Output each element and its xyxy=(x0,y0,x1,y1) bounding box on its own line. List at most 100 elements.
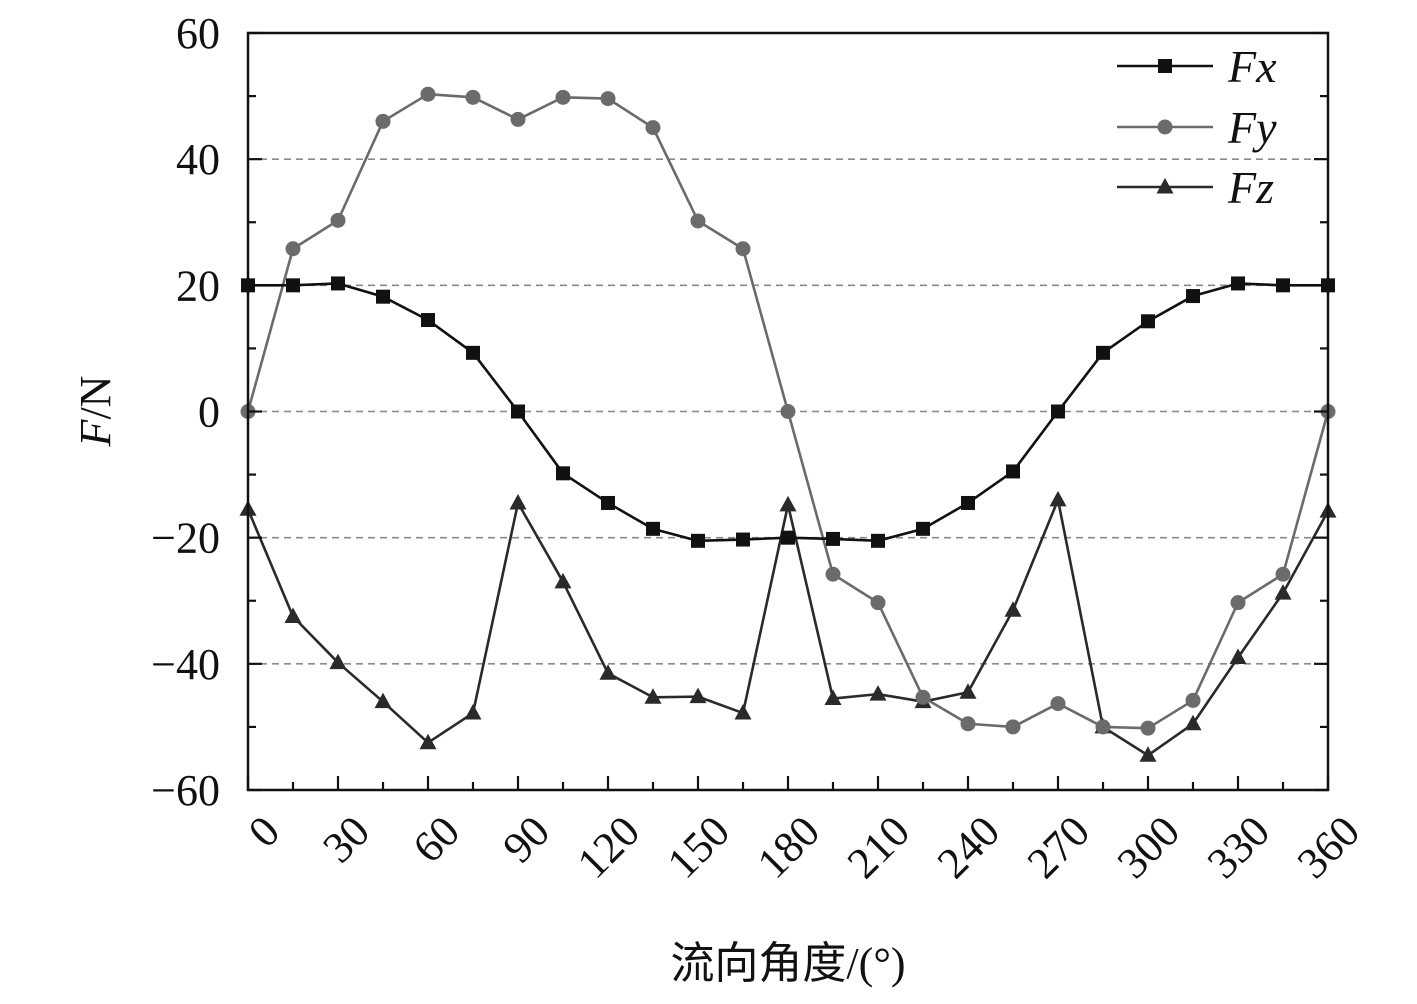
data-point-fy xyxy=(645,120,661,136)
data-point-fx xyxy=(1006,464,1020,479)
legend: Fx Fy Fz xyxy=(1117,41,1277,213)
data-point-fz xyxy=(419,733,437,750)
data-point-fx xyxy=(871,533,885,548)
data-point-fz xyxy=(329,653,347,670)
data-point-fx xyxy=(1186,289,1200,304)
data-point-fy xyxy=(735,241,751,257)
y-tick-label: 40 xyxy=(176,135,220,184)
y-tick-label: 0 xyxy=(198,388,220,437)
legend-entry-fy: Fy xyxy=(1117,102,1277,153)
legend-marker-fx xyxy=(1158,59,1172,73)
x-tick-label: 270 xyxy=(1018,806,1099,887)
legend-label-fx: Fx xyxy=(1227,41,1277,92)
data-point-fx xyxy=(286,278,300,293)
legend-entry-fz: Fz xyxy=(1117,162,1274,213)
data-point-fx xyxy=(961,495,975,510)
data-point-fy xyxy=(375,113,391,129)
data-point-fz xyxy=(1139,746,1157,762)
legend-marker-fz xyxy=(1156,178,1174,194)
data-point-fx xyxy=(1051,404,1065,419)
data-point-fz xyxy=(554,572,572,589)
y-tick-label: 60 xyxy=(176,9,220,58)
data-point-fx xyxy=(421,313,435,328)
data-point-fy xyxy=(285,241,301,257)
legend-label-fy: Fy xyxy=(1227,102,1277,153)
y-tick-label: −60 xyxy=(151,766,220,815)
data-point-fx xyxy=(601,495,615,510)
data-point-fy xyxy=(600,91,616,107)
data-point-fx xyxy=(556,466,570,481)
x-tick-label: 180 xyxy=(748,806,829,887)
data-point-fy xyxy=(780,404,796,419)
data-point-fy xyxy=(1275,566,1291,582)
data-point-fy xyxy=(330,212,346,228)
data-point-fz xyxy=(644,688,662,704)
data-point-fz xyxy=(734,704,752,720)
data-point-fx xyxy=(1096,345,1110,360)
data-point-fy xyxy=(960,716,976,732)
x-tick-labels: 0 30 60 90 120 150 180 210 240 270 300 330 360 xyxy=(239,806,1369,887)
data-point-fz xyxy=(599,664,617,680)
data-point-fz xyxy=(1229,648,1247,665)
x-tick-label: 60 xyxy=(403,806,469,872)
data-point-fx xyxy=(1231,276,1245,291)
data-point-fx xyxy=(1141,314,1155,329)
series-fy xyxy=(240,86,1336,736)
data-point-fy xyxy=(1095,719,1111,735)
data-point-fy xyxy=(1005,719,1021,735)
data-point-fy xyxy=(1185,692,1201,708)
x-tick-label: 240 xyxy=(928,806,1009,887)
y-axis-title-unit: /N xyxy=(71,376,120,420)
x-tick-label: 360 xyxy=(1288,806,1369,887)
axis-ticks xyxy=(246,31,1330,792)
data-point-fz xyxy=(509,493,527,510)
data-point-fy xyxy=(1050,696,1066,712)
data-point-fz xyxy=(869,685,887,701)
data-point-fy xyxy=(825,566,841,582)
data-point-fy xyxy=(420,86,436,102)
data-point-fy xyxy=(1230,595,1246,611)
data-point-fy xyxy=(690,213,706,229)
data-point-fx xyxy=(376,289,390,304)
y-tick-labels: 60 40 20 0 −20 −40 −60 xyxy=(151,9,220,815)
data-point-fx xyxy=(781,530,795,545)
data-point-fz xyxy=(824,689,842,706)
data-point-fz xyxy=(1049,490,1067,507)
legend-entry-fx: Fx xyxy=(1117,41,1277,92)
data-point-fz xyxy=(1274,584,1292,600)
data-point-fy xyxy=(915,689,931,705)
series-layer xyxy=(239,86,1337,762)
x-tick-label: 120 xyxy=(568,806,649,887)
data-point-fx xyxy=(1276,278,1290,293)
data-point-fx xyxy=(691,533,705,548)
data-point-fz xyxy=(959,683,977,699)
x-tick-label: 150 xyxy=(658,806,739,887)
data-point-fx xyxy=(511,404,525,419)
data-point-fx xyxy=(736,532,750,547)
data-point-fy xyxy=(465,89,481,105)
data-point-fz xyxy=(779,495,797,512)
data-point-fy xyxy=(555,89,571,105)
y-tick-label: 20 xyxy=(176,261,220,310)
x-tick-label: 0 xyxy=(239,806,289,856)
data-point-fz xyxy=(374,692,392,709)
data-point-fy xyxy=(510,111,526,127)
data-point-fz xyxy=(1004,601,1022,617)
data-point-fx xyxy=(466,345,480,360)
data-point-fx xyxy=(646,521,660,536)
data-point-fx xyxy=(331,276,345,291)
x-tick-label: 30 xyxy=(313,806,379,872)
data-point-fx xyxy=(916,521,930,536)
y-tick-label: −20 xyxy=(151,514,220,563)
x-tick-label: 90 xyxy=(493,806,559,872)
data-point-fy xyxy=(1140,720,1156,736)
data-point-fx xyxy=(826,531,840,546)
data-point-fz xyxy=(464,704,482,720)
data-point-fz xyxy=(284,607,302,624)
data-point-fy xyxy=(870,595,886,611)
legend-marker-fy xyxy=(1157,119,1173,135)
x-tick-label: 300 xyxy=(1108,806,1189,887)
series-fz xyxy=(239,490,1337,762)
